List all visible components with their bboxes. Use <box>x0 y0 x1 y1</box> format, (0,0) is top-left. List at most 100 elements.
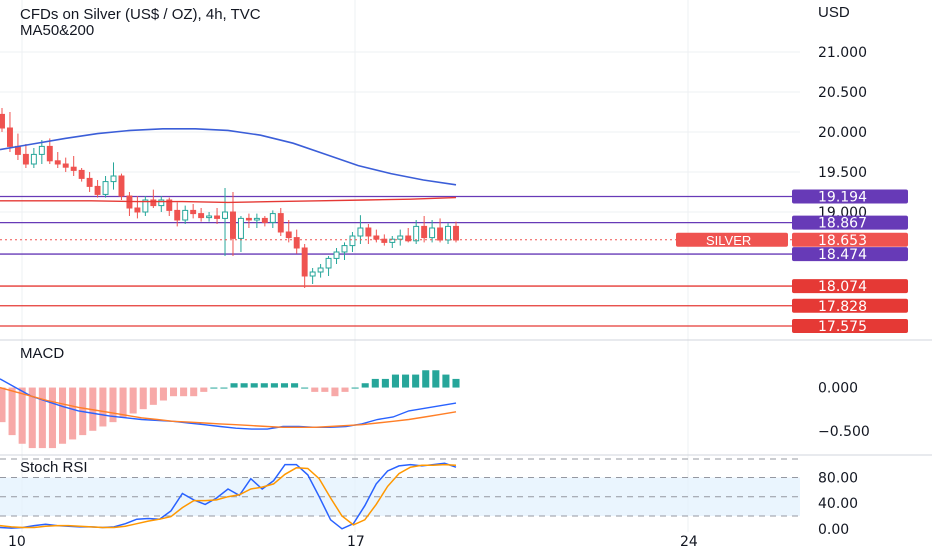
candle-body <box>285 231 292 239</box>
histogram-bar <box>48 387 56 449</box>
candle <box>349 232 356 252</box>
histogram-bar <box>8 387 16 436</box>
candle-body <box>94 185 101 195</box>
candle-body <box>158 199 165 207</box>
candle <box>86 172 93 192</box>
ma200-line <box>0 196 457 204</box>
level-tag-value: 18.074 <box>818 279 867 295</box>
level-tag-value: 18.867 <box>818 216 867 232</box>
candle-body <box>293 237 300 249</box>
macd-title: MACD <box>20 345 64 362</box>
candle <box>373 229 380 243</box>
macd-pane <box>0 370 460 449</box>
candle <box>301 244 308 288</box>
price-tick-label: 20.500 <box>818 85 867 101</box>
candle <box>70 156 77 176</box>
candle <box>285 220 292 243</box>
candle <box>405 228 412 243</box>
price-tick-label: 20.000 <box>818 125 867 141</box>
candle <box>54 152 61 168</box>
candle <box>110 162 117 190</box>
histogram-bar <box>371 378 379 388</box>
histogram-bar <box>69 387 77 440</box>
chart-title: CFDs on Silver (US$ / OZ), 4h, TVC <box>20 6 261 23</box>
candle-body <box>54 160 61 165</box>
time-tick-label: 17 <box>347 534 365 550</box>
price-levels[interactable] <box>0 195 800 327</box>
stoch-tick-label: 80.00 <box>818 470 858 486</box>
candle <box>389 236 396 248</box>
candle <box>222 188 228 256</box>
stoch-axis: 80.00 40.00 0.00 <box>818 470 858 537</box>
candle <box>118 173 125 200</box>
candle-body <box>277 213 284 233</box>
candle-body <box>86 177 93 187</box>
candle-body <box>102 181 109 195</box>
candle <box>38 140 45 164</box>
time-tick-label: 24 <box>680 534 698 550</box>
histogram-bar <box>270 383 278 388</box>
histogram-bar <box>412 374 420 388</box>
time-axis[interactable]: 10 17 24 <box>8 534 698 550</box>
histogram-bar <box>180 387 188 397</box>
currency-label: USD <box>818 4 850 21</box>
candle <box>357 215 364 244</box>
candle <box>253 213 260 228</box>
level-tag-value: 17.575 <box>818 319 867 335</box>
candle <box>182 205 189 224</box>
candle-body <box>174 209 181 221</box>
candle-body <box>421 225 428 239</box>
price-tick-label: 19.500 <box>818 165 867 181</box>
stoch-d-line <box>0 463 457 529</box>
level-tag: 19.194 <box>792 189 908 205</box>
candle <box>365 224 372 244</box>
candle-body <box>150 199 157 207</box>
candle <box>214 208 221 224</box>
current-price-box <box>792 232 908 247</box>
histogram-bar <box>190 387 198 397</box>
candle-body <box>166 199 173 211</box>
candle-body <box>46 145 53 162</box>
candle-body <box>230 211 236 239</box>
candle <box>333 248 340 264</box>
histogram-bar <box>210 387 218 389</box>
candle <box>445 223 452 244</box>
histogram-bar <box>351 387 359 389</box>
candle-body <box>429 227 436 239</box>
level-tag: 18.074 <box>792 279 908 295</box>
candle-body <box>349 235 356 247</box>
level-tag: 18.867 <box>792 215 908 232</box>
candle-body <box>389 238 396 243</box>
candle-body <box>261 217 268 223</box>
histogram-bar <box>311 387 319 392</box>
stoch-title: Stoch RSI <box>20 459 88 476</box>
indicator-label: MA50&200 <box>20 22 94 39</box>
candle <box>134 196 141 219</box>
histogram-bar <box>442 374 450 388</box>
histogram-bar <box>280 383 289 388</box>
histogram-bar <box>0 387 6 423</box>
candle-body <box>118 175 125 197</box>
candle-body <box>206 215 213 219</box>
histogram-bar <box>129 387 137 414</box>
candle <box>102 176 109 198</box>
histogram-bar <box>169 387 178 397</box>
candle-body <box>269 213 276 223</box>
candle-body <box>6 127 13 147</box>
candle <box>166 197 173 216</box>
histogram-bar <box>200 387 208 392</box>
candle <box>206 212 213 222</box>
macd-axis: 0.000 −0.500 <box>818 381 870 440</box>
candle-body <box>198 213 205 219</box>
candle-body <box>182 209 189 221</box>
candle-body <box>110 175 117 183</box>
candle-body <box>253 217 260 221</box>
candle <box>325 256 332 276</box>
current-price-tag: SILVER 18.653 <box>676 232 908 249</box>
candle <box>94 180 101 198</box>
histogram-bar <box>139 387 147 410</box>
histogram-bar <box>321 387 329 392</box>
macd-signal-line <box>0 386 457 428</box>
candle-body <box>357 227 364 237</box>
